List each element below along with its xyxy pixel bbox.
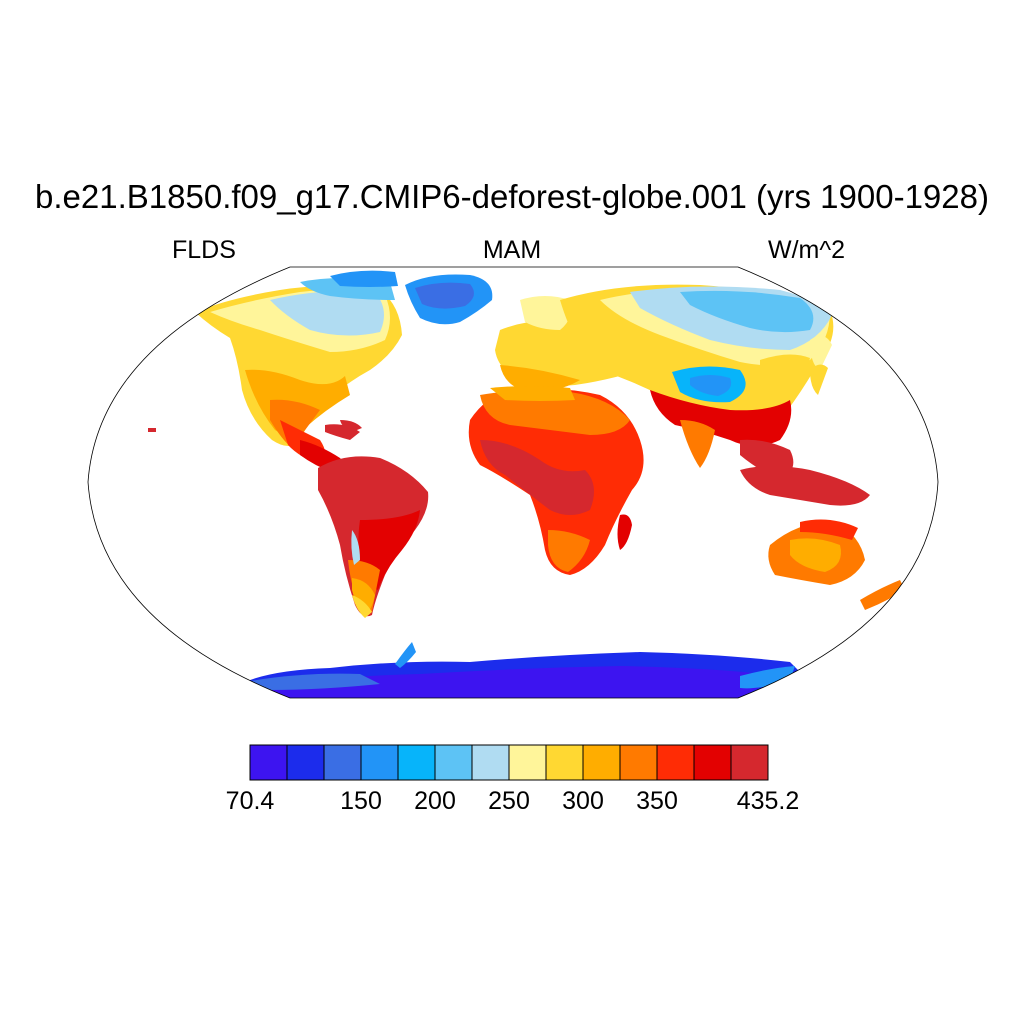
colorbar-tick-label: 150 (340, 787, 382, 815)
plot-title: b.e21.B1850.f09_g17.CMIP6-deforest-globe… (35, 178, 989, 215)
variable-name: FLDS (172, 236, 236, 264)
map-outline (87, 266, 939, 699)
colorbar-swatch (249, 744, 288, 781)
colorbar-swatch (693, 744, 732, 781)
colorbar-tick-label: 435.2 (736, 787, 800, 815)
colorbar-swatch (545, 744, 584, 781)
antarctica-region (240, 642, 800, 698)
colorbar-swatch (397, 744, 436, 781)
colorbar-swatch (360, 744, 399, 781)
colorbar-swatch (508, 744, 547, 781)
oceania-region (740, 466, 905, 610)
colorbar-swatch (471, 744, 510, 781)
colorbar-tick-label: 200 (414, 787, 456, 815)
africa-region (468, 386, 644, 575)
colorbar-swatch (434, 744, 473, 781)
asia-region (560, 284, 834, 480)
colorbar-swatch (582, 744, 621, 781)
colorbar-tick-label: 300 (562, 787, 604, 815)
units-label: W/m^2 (768, 236, 846, 264)
colorbar-swatch (286, 744, 325, 781)
colorbar-tick-label: 350 (636, 787, 678, 815)
colorbar-swatch (619, 744, 658, 781)
north-america-region (195, 270, 402, 472)
colorbar-swatch (730, 744, 769, 781)
colorbar-tick-label: 250 (488, 787, 530, 815)
south-america-region (318, 456, 429, 618)
colorbar-swatch (656, 744, 695, 781)
season-label: MAM (482, 236, 542, 264)
colorbar-tick-label: 70.4 (225, 787, 275, 815)
colorbar-swatch (323, 744, 362, 781)
